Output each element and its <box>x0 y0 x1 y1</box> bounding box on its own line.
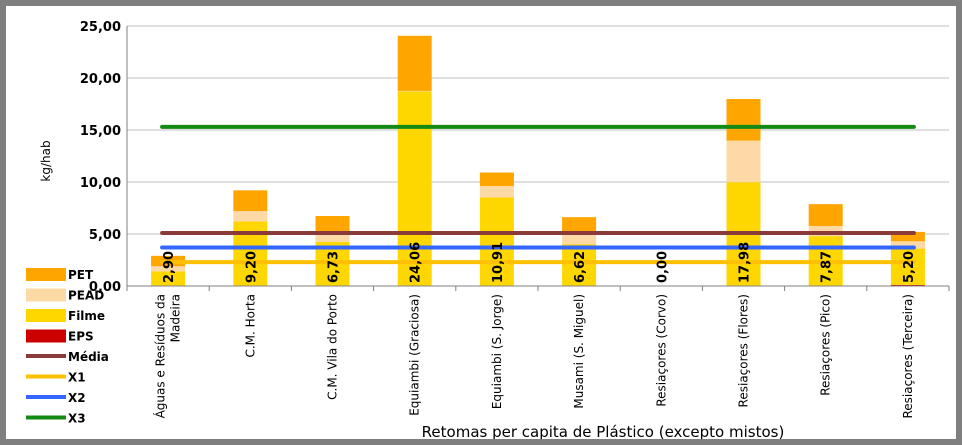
x-tick-label: Resiaçores (Terceira) <box>901 294 915 419</box>
data-label: 24,06 <box>409 242 424 283</box>
bar-segment-filme <box>397 91 432 286</box>
bar-segment-pead <box>315 231 350 243</box>
data-label: 17,98 <box>738 242 753 283</box>
data-label: 7,87 <box>820 251 835 283</box>
legend-item-x3: X3 <box>26 412 86 426</box>
legend-swatch <box>26 268 66 281</box>
bar-segment-filme <box>479 197 514 286</box>
legend-item-pet: PET <box>26 268 94 282</box>
legend-swatch <box>26 329 66 343</box>
bar-segment-pet <box>233 190 268 212</box>
bar-segment-pet <box>479 172 514 187</box>
y-tick-label: 10,00 <box>80 176 121 191</box>
bar-segment-pead <box>397 90 432 92</box>
data-label: 9,20 <box>244 251 259 283</box>
data-label: 0,00 <box>655 251 670 283</box>
legend-label: PET <box>68 268 94 282</box>
data-label: 6,62 <box>573 251 588 283</box>
y-tick-label: 25,00 <box>80 20 121 35</box>
bar-segment-pet <box>808 204 843 226</box>
data-label: 5,20 <box>902 251 917 283</box>
x-tick-label: Equiambi (S. Jorge) <box>490 294 504 409</box>
legend-label: PEAD <box>68 289 104 303</box>
bar-segment-pet <box>890 231 925 242</box>
bar-segment-eps <box>890 284 925 286</box>
reference-line-layer <box>160 124 916 265</box>
y-tick-label: 15,00 <box>80 124 121 139</box>
y-tick-label: 20,00 <box>80 72 121 87</box>
legend: PET PEAD Filme EPS Média X1 X2 X3 <box>26 268 109 426</box>
label-layer: 2,90 Águas e Resíduos da Madeira 9,20 C.M. H… <box>153 242 917 419</box>
legend-label: X3 <box>68 412 86 426</box>
x-tick-label: Resiaçores (Pico) <box>819 294 833 396</box>
legend-label: Média <box>68 350 109 364</box>
legend-swatch <box>26 309 66 322</box>
legend-label: X2 <box>68 391 86 405</box>
y-tick-label: 0,00 <box>89 280 121 295</box>
y-axis-title: kg/hab <box>39 140 53 181</box>
bar-segment-pead <box>233 211 268 222</box>
legend-label: Filme <box>68 309 105 323</box>
data-label: 10,91 <box>491 242 506 283</box>
bar-segment-pead <box>726 140 761 183</box>
x-tick-label: Resiaçores (Corvo) <box>654 294 668 407</box>
bar-segment-pet <box>397 35 432 91</box>
x-axis-title: Retomas per capita de Plástico (excepto … <box>422 423 785 439</box>
x-tick-label: Musami (S. Miguel) <box>572 294 586 409</box>
x-tick-label: Águas e Resíduos da <box>153 294 168 418</box>
bar-segment-pet <box>726 99 761 141</box>
legend-item-x1: X1 <box>26 371 86 385</box>
legend-item-x2: X2 <box>26 391 86 405</box>
bar-segment-pet <box>315 216 350 232</box>
x-tick-label: C.M. Vila do Porto <box>326 294 340 400</box>
axis-layer: 0,00 5,00 10,00 15,00 20,00 25,00 <box>80 20 950 295</box>
x-tick-label: Equiambi (Graciosa) <box>408 294 422 416</box>
bar-segment-pead <box>151 266 186 272</box>
bar-segment-pead <box>479 186 514 198</box>
legend-swatch <box>26 288 66 302</box>
legend-item-filme: Filme <box>26 309 105 323</box>
bar-segment-pead <box>890 241 925 249</box>
x-tick-label: Madeira <box>169 294 183 342</box>
legend-item-média: Média <box>26 350 109 364</box>
legend-item-eps: EPS <box>26 329 94 344</box>
y-tick-label: 5,00 <box>89 228 121 243</box>
x-tick-label: C.M. Horta <box>243 294 257 358</box>
legend-label: EPS <box>68 330 94 344</box>
x-tick-label: Resiaçores (Flores) <box>737 294 751 407</box>
bar-segment-filme <box>890 248 925 285</box>
chart: 0,00 5,00 10,00 15,00 20,00 25,00 2,90 Águas e… <box>26 20 950 441</box>
data-label: 6,73 <box>327 251 342 283</box>
legend-label: X1 <box>68 371 86 385</box>
bar-segment-pead <box>562 233 597 245</box>
data-label: 2,90 <box>162 251 177 283</box>
bar-segment-pet <box>562 217 597 234</box>
bar-segment-filme <box>562 244 597 286</box>
bar-segment-filme <box>151 271 186 286</box>
legend-item-pead: PEAD <box>26 288 104 303</box>
